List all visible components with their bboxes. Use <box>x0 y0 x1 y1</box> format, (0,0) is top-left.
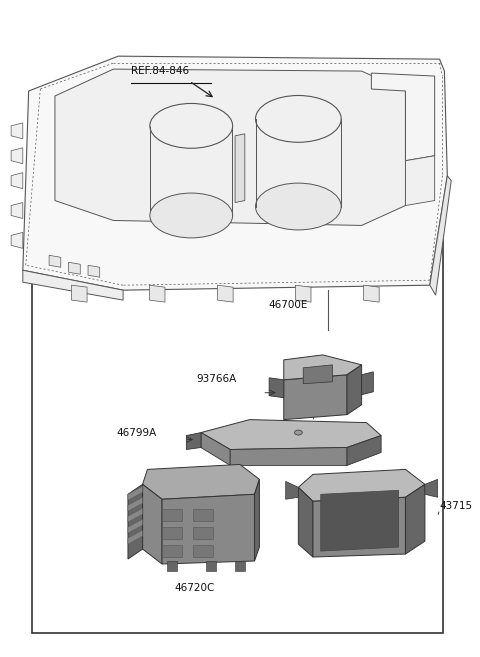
Polygon shape <box>143 464 259 499</box>
Polygon shape <box>299 487 313 557</box>
Polygon shape <box>284 374 347 420</box>
Polygon shape <box>149 285 165 302</box>
Polygon shape <box>11 202 23 219</box>
Polygon shape <box>69 262 80 274</box>
Ellipse shape <box>150 193 233 238</box>
Text: 46799A: 46799A <box>116 428 156 438</box>
Ellipse shape <box>255 95 341 143</box>
Ellipse shape <box>294 430 302 435</box>
Polygon shape <box>372 73 435 161</box>
Polygon shape <box>143 484 162 564</box>
Text: 46700E: 46700E <box>269 300 308 310</box>
Bar <box>32 211 443 633</box>
Polygon shape <box>303 365 333 384</box>
Polygon shape <box>162 509 181 521</box>
Polygon shape <box>49 256 61 267</box>
Polygon shape <box>347 365 361 415</box>
Text: 93766A: 93766A <box>196 374 236 384</box>
Polygon shape <box>88 265 100 277</box>
Polygon shape <box>72 285 87 302</box>
Polygon shape <box>425 480 438 497</box>
Ellipse shape <box>255 183 341 230</box>
Polygon shape <box>193 509 213 521</box>
Polygon shape <box>162 494 254 564</box>
Polygon shape <box>11 148 23 164</box>
Polygon shape <box>286 482 299 499</box>
Polygon shape <box>201 432 230 465</box>
Polygon shape <box>235 134 245 202</box>
Polygon shape <box>128 519 143 533</box>
Polygon shape <box>406 484 425 554</box>
Polygon shape <box>363 285 379 302</box>
Text: 46720C: 46720C <box>175 583 215 593</box>
Polygon shape <box>193 527 213 539</box>
Polygon shape <box>206 561 216 571</box>
Polygon shape <box>23 270 123 300</box>
Polygon shape <box>193 545 213 557</box>
Polygon shape <box>406 156 435 206</box>
Polygon shape <box>186 432 201 449</box>
Polygon shape <box>299 469 425 501</box>
Polygon shape <box>321 490 398 551</box>
Polygon shape <box>361 372 373 395</box>
Polygon shape <box>230 447 347 465</box>
Polygon shape <box>23 56 447 290</box>
Text: REF.84-846: REF.84-846 <box>131 66 189 76</box>
Polygon shape <box>162 527 181 539</box>
Polygon shape <box>55 69 406 225</box>
Polygon shape <box>284 355 361 380</box>
Polygon shape <box>347 436 381 465</box>
Polygon shape <box>128 509 143 522</box>
Polygon shape <box>430 175 451 295</box>
Polygon shape <box>313 497 406 557</box>
Polygon shape <box>295 285 311 302</box>
Polygon shape <box>128 497 143 511</box>
Polygon shape <box>128 530 143 544</box>
Polygon shape <box>128 484 143 559</box>
Polygon shape <box>217 285 233 302</box>
Ellipse shape <box>150 103 233 148</box>
Polygon shape <box>167 561 177 571</box>
Polygon shape <box>201 420 381 449</box>
Polygon shape <box>11 123 23 139</box>
Polygon shape <box>235 561 245 571</box>
Text: 43715: 43715 <box>440 501 473 511</box>
Polygon shape <box>269 378 284 397</box>
Polygon shape <box>11 233 23 248</box>
Polygon shape <box>162 545 181 557</box>
Polygon shape <box>128 486 143 500</box>
Polygon shape <box>11 173 23 189</box>
Polygon shape <box>254 480 259 561</box>
